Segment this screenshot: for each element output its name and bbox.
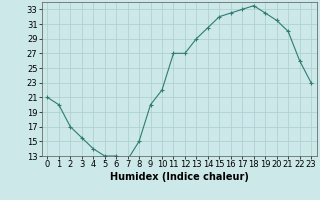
X-axis label: Humidex (Indice chaleur): Humidex (Indice chaleur) <box>110 172 249 182</box>
